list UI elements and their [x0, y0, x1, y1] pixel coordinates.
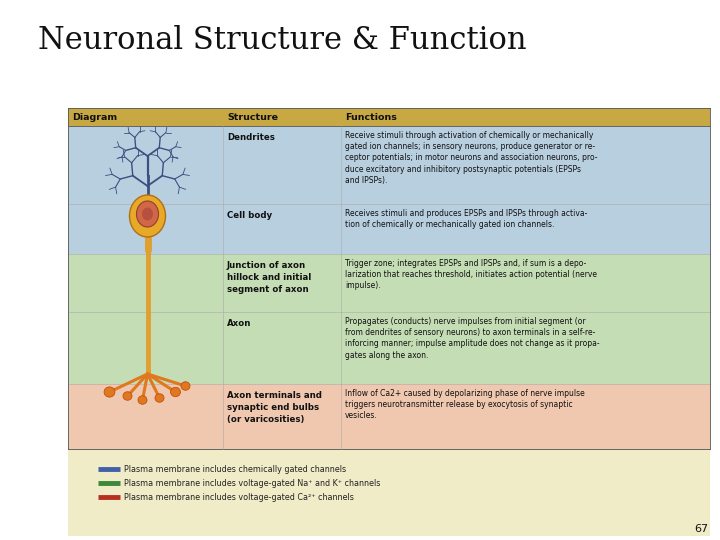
Text: Junction of axon
hillock and initial
segment of axon: Junction of axon hillock and initial seg… — [227, 261, 311, 294]
Text: Axon: Axon — [227, 319, 251, 328]
Text: Diagram: Diagram — [72, 112, 117, 122]
Bar — [68, 449, 710, 536]
Ellipse shape — [171, 387, 181, 397]
Text: Dendrites: Dendrites — [227, 133, 275, 142]
Text: Propagates (conducts) nerve impulses from initial segment (or
from dendrites of : Propagates (conducts) nerve impulses fro… — [345, 317, 600, 360]
Text: Cell body: Cell body — [227, 211, 272, 220]
Ellipse shape — [142, 207, 153, 220]
Ellipse shape — [130, 195, 166, 237]
Bar — [68, 312, 710, 384]
Text: Receive stimuli through activation of chemically or mechanically
gated ion chann: Receive stimuli through activation of ch… — [345, 131, 598, 185]
Text: Plasma membrane includes voltage-gated Ca²⁺ channels: Plasma membrane includes voltage-gated C… — [124, 492, 354, 502]
Ellipse shape — [155, 394, 164, 402]
Bar — [68, 108, 710, 126]
Text: Trigger zone; integrates EPSPs and IPSPs and, if sum is a depo-
larization that : Trigger zone; integrates EPSPs and IPSPs… — [345, 259, 597, 291]
Ellipse shape — [123, 392, 132, 400]
Ellipse shape — [138, 396, 147, 404]
Text: Plasma membrane includes voltage-gated Na⁺ and K⁺ channels: Plasma membrane includes voltage-gated N… — [124, 478, 380, 488]
Bar — [68, 204, 710, 254]
Text: Inflow of Ca2+ caused by depolarizing phase of nerve impulse
triggers neurotrans: Inflow of Ca2+ caused by depolarizing ph… — [345, 389, 585, 421]
Ellipse shape — [181, 382, 190, 390]
Text: 67: 67 — [694, 524, 708, 534]
Text: Neuronal Structure & Function: Neuronal Structure & Function — [38, 25, 526, 56]
Text: Receives stimuli and produces EPSPs and IPSPs through activa-
tion of chemically: Receives stimuli and produces EPSPs and … — [345, 209, 588, 230]
Bar — [68, 254, 710, 312]
Ellipse shape — [137, 201, 158, 227]
Text: Functions: Functions — [345, 112, 397, 122]
Text: Structure: Structure — [227, 112, 278, 122]
Ellipse shape — [104, 387, 115, 397]
Bar — [68, 384, 710, 449]
Text: Axon terminals and
synaptic end bulbs
(or varicosities): Axon terminals and synaptic end bulbs (o… — [227, 391, 322, 423]
Bar — [68, 126, 710, 204]
Text: Plasma membrane includes chemically gated channels: Plasma membrane includes chemically gate… — [124, 464, 346, 474]
